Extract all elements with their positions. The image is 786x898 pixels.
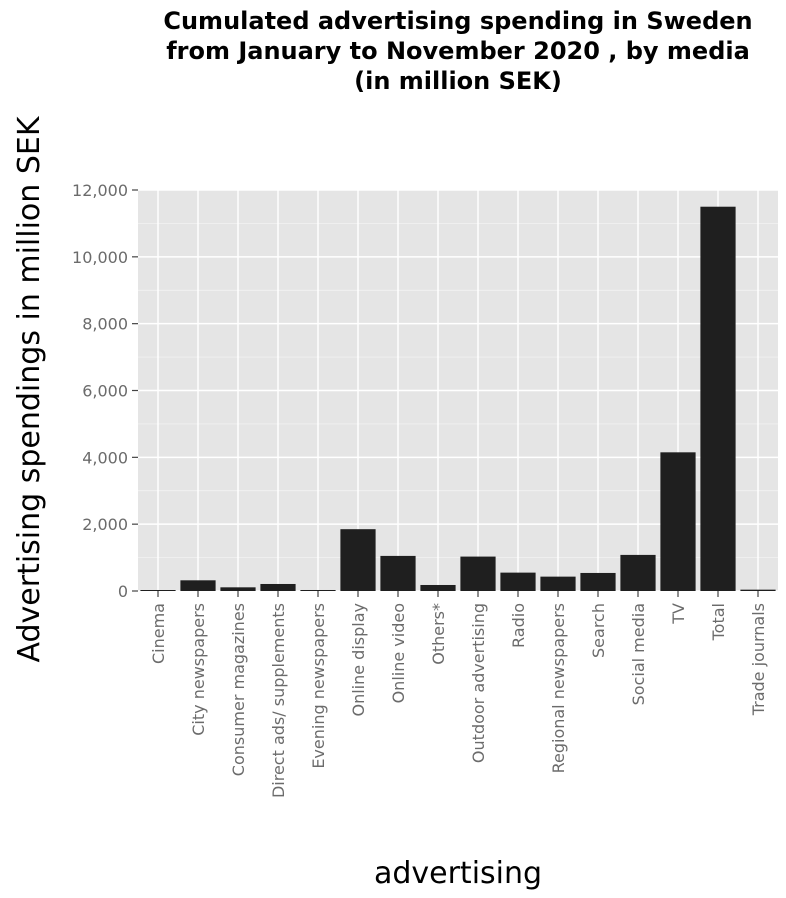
x-tick-label: City newspapers bbox=[189, 603, 208, 736]
x-tick-label: Consumer magazines bbox=[229, 603, 248, 776]
bar bbox=[580, 572, 616, 591]
x-tick-label: Online video bbox=[389, 603, 408, 703]
x-tick-label: Cinema bbox=[149, 603, 168, 664]
x-tick-label: Evening newspapers bbox=[309, 603, 328, 769]
y-tick-label: 6,000 bbox=[82, 382, 128, 401]
bar bbox=[220, 587, 256, 591]
x-tick-label: Others* bbox=[429, 603, 448, 665]
x-tick-label: TV bbox=[669, 603, 688, 625]
x-tick-label: Outdoor advertising bbox=[469, 603, 488, 763]
y-axis-label: Advertising spendings in million SEK bbox=[12, 115, 47, 662]
x-tick-label: Direct ads/ supplements bbox=[269, 603, 288, 798]
chart-title-line-3: (in million SEK) bbox=[354, 67, 562, 95]
bar bbox=[180, 580, 216, 591]
bar bbox=[420, 584, 456, 591]
bar bbox=[380, 555, 416, 591]
y-axis: 0 2,000 4,000 6,000 8,000 10,000 12,000 bbox=[72, 181, 138, 601]
y-tick-label: 4,000 bbox=[82, 448, 128, 467]
bar bbox=[660, 452, 696, 591]
x-tick-label: Trade journals bbox=[749, 603, 768, 716]
bar bbox=[500, 572, 536, 591]
x-axis: Cinema City newspapers Consumer magazines D… bbox=[149, 591, 768, 798]
y-tick-label: 10,000 bbox=[72, 248, 128, 267]
x-tick-label: Regional newspapers bbox=[549, 603, 568, 773]
bar bbox=[340, 529, 376, 591]
y-tick-label: 12,000 bbox=[72, 181, 128, 200]
x-tick-label: Radio bbox=[509, 603, 528, 648]
x-tick-label: Search bbox=[589, 603, 608, 658]
chart-title: Cumulated advertising spending in Sweden… bbox=[120, 6, 786, 96]
bar bbox=[540, 576, 576, 591]
bar bbox=[140, 590, 176, 591]
bars bbox=[140, 206, 776, 592]
x-tick-label: Total bbox=[709, 603, 728, 641]
bar bbox=[260, 583, 296, 591]
chart-title-line-2: from January to November 2020 , by media bbox=[166, 37, 750, 65]
bar bbox=[700, 206, 736, 592]
bar bbox=[740, 589, 776, 591]
x-tick-label: Online display bbox=[349, 603, 368, 717]
x-axis-label: advertising bbox=[374, 856, 542, 891]
y-tick-label: 2,000 bbox=[82, 515, 128, 534]
y-tick-label: 0 bbox=[118, 582, 128, 601]
bar bbox=[460, 556, 496, 591]
chart-title-line-1: Cumulated advertising spending in Sweden bbox=[163, 7, 753, 35]
y-tick-label: 8,000 bbox=[82, 315, 128, 334]
bar bbox=[620, 554, 656, 591]
bar bbox=[300, 589, 336, 591]
x-tick-label: Social media bbox=[629, 603, 648, 705]
